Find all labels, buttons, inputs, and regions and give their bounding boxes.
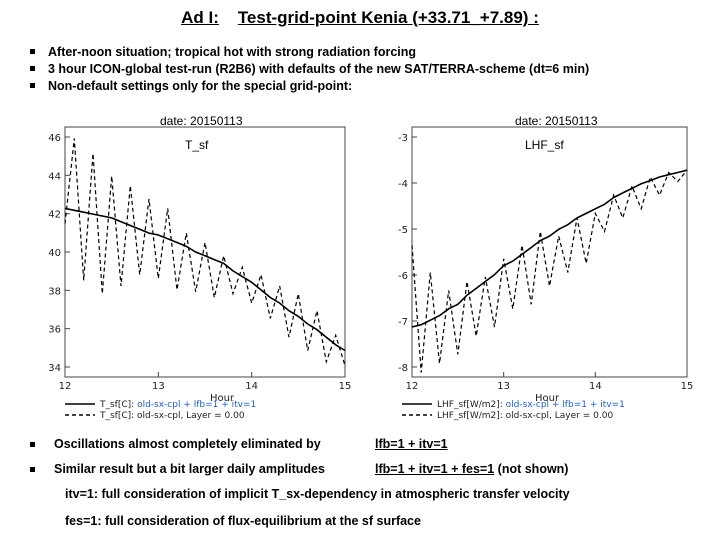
y-tick-label: 44 <box>48 171 61 182</box>
series-line-solid <box>64 207 346 352</box>
x-tick-label: 15 <box>681 381 694 392</box>
legend-label: T_sf[C]: old-sx-cpl, Layer = 0.00 <box>99 411 245 421</box>
note-itv: itv=1: full consideration of implicit T_… <box>65 487 570 501</box>
chart-lhf-panel: date: 20150113 LHF_sf -3 -4 -5 -6 -7 -8 12 13 1… <box>398 105 700 425</box>
chart-title: T_sf <box>185 138 209 152</box>
legend: T_sf[C]: old-sx-cpl + lfb=1 + itv=1T_sf[… <box>65 400 256 421</box>
chart-title: LHF_sf <box>525 138 564 152</box>
y-tick-label: -3 <box>398 133 408 144</box>
y-tick-label: 42 <box>48 210 61 221</box>
series-group <box>64 138 346 366</box>
chart-tsf-panel: date: 20150113 T_sf 34 36 38 40 42 44 46 12 13 1… <box>48 105 355 425</box>
chart-date-label: date: 20150113 <box>515 114 598 128</box>
note-fes: fes=1: full consideration of flux-equili… <box>65 514 421 528</box>
legend-label: T_sf[C]: old-sx-cpl + lfb=1 + itv=1 <box>99 400 256 410</box>
y-tick-label: -5 <box>398 225 408 236</box>
legend-prefix: T_sf[C]: <box>99 400 137 410</box>
chart-date-label: date: 20150113 <box>160 114 243 128</box>
legend-prefix: LHF_sf[W/m2]: old-sx-cpl, Layer = <box>437 411 593 421</box>
y-tick-label: 40 <box>48 248 61 259</box>
y-tick-label: -6 <box>398 271 408 282</box>
x-tick-label: 14 <box>245 381 258 392</box>
title-prefix: Ad I: <box>181 8 219 27</box>
bottom-bullet-2: Similar result but a bit larger daily am… <box>30 462 325 476</box>
bottom-setting-2: lfb=1 + itv=1 + fes=1 (not shown) <box>375 462 569 476</box>
y-axis: 34 36 38 40 42 44 46 <box>48 133 70 374</box>
y-tick-label: -4 <box>398 179 408 190</box>
x-axis: 12 13 14 15 <box>406 372 694 392</box>
x-tick-label: 13 <box>152 381 165 392</box>
bottom-bullet-1: Oscillations almost completely eliminate… <box>30 437 321 451</box>
y-tick-label: 36 <box>48 325 61 336</box>
plot-frame <box>64 126 346 378</box>
x-tick-label: 14 <box>589 381 602 392</box>
series-line-dashed <box>64 138 346 366</box>
legend-label: LHF_sf[W/m2]: old-sx-cpl, Layer = 0.00 <box>437 411 613 421</box>
x-axis-label: Hour <box>535 393 560 404</box>
series-group <box>411 169 688 373</box>
x-axis: 12 13 14 15 <box>59 372 352 392</box>
y-axis: -3 -4 -5 -6 -7 -8 <box>398 133 417 374</box>
chart-lhf: date: 20150113 LHF_sf -3-4-5-6-7-8 12 13 1… <box>398 114 694 421</box>
x-tick-label: 13 <box>497 381 510 392</box>
y-tick-label: 46 <box>48 133 61 144</box>
series-line-solid <box>411 169 688 328</box>
legend-value: 0.00 <box>593 411 613 421</box>
legend-setting: old-sx-cpl + lfb=1 + itv=1 <box>137 400 256 410</box>
bullet-square-icon <box>30 66 35 71</box>
x-tick-label: 15 <box>339 381 352 392</box>
y-tick-label: 34 <box>48 363 61 374</box>
bullet-square-icon <box>30 49 35 54</box>
legend-value: 0.00 <box>225 411 245 421</box>
title-main: Test-grid-point Kenia (+33.71_+7.89) : <box>237 8 539 27</box>
bullet-square-icon <box>30 467 35 473</box>
legend-setting: old-sx-cpl + lfb=1 + itv=1 <box>506 400 625 410</box>
legend: LHF_sf[W/m2]: old-sx-cpl + lfb=1 + itv=1… <box>402 400 625 421</box>
x-axis-label: Hour <box>210 393 235 404</box>
legend-prefix: T_sf[C]: old-sx-cpl, Layer = <box>99 411 225 421</box>
plot-frame <box>411 126 688 378</box>
legend-label: LHF_sf[W/m2]: old-sx-cpl + lfb=1 + itv=1 <box>437 400 625 410</box>
bottom-setting-1: lfb=1 + itv=1 <box>375 437 448 451</box>
series-line-dashed <box>411 169 688 373</box>
bullet-square-icon <box>30 442 35 448</box>
y-tick-label: 38 <box>48 286 61 297</box>
bullet-square-icon <box>30 83 35 88</box>
slide-title: Ad I: Test-grid-point Kenia (+33.71_+7.8… <box>0 8 720 28</box>
x-tick-label: 12 <box>406 381 419 392</box>
x-tick-label: 12 <box>59 381 72 392</box>
y-tick-label: -8 <box>398 363 408 374</box>
legend-prefix: LHF_sf[W/m2]: <box>437 400 506 410</box>
y-tick-label: -7 <box>398 317 408 328</box>
